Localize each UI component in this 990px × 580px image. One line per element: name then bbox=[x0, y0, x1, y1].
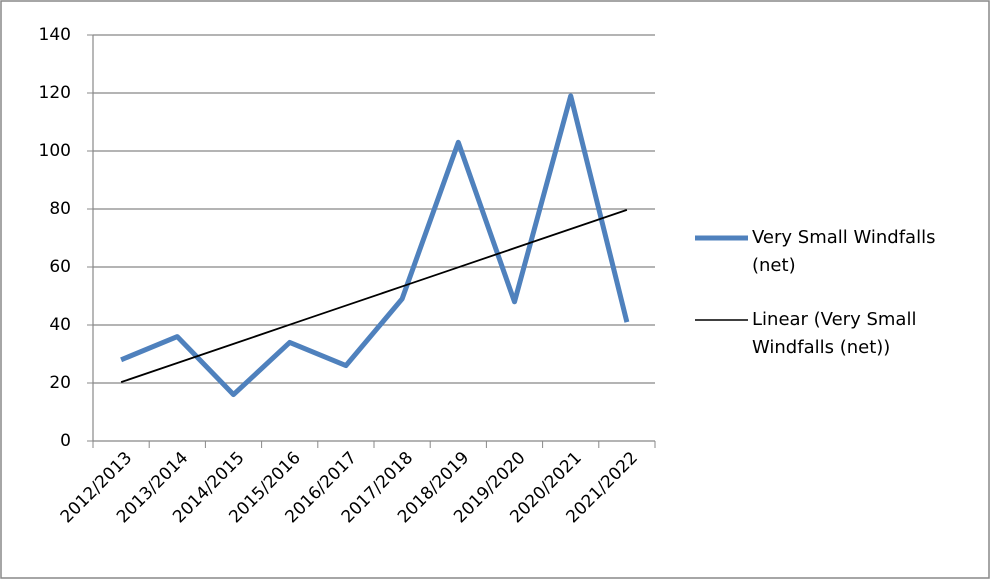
y-tick-label: 80 bbox=[49, 199, 71, 219]
y-tick-label: 60 bbox=[49, 257, 71, 277]
y-tick-label: 40 bbox=[49, 315, 71, 335]
y-tick-label: 100 bbox=[39, 141, 71, 161]
y-tick-label: 20 bbox=[49, 373, 71, 393]
y-tick-label: 140 bbox=[39, 25, 71, 45]
data-line bbox=[120, 93, 630, 398]
y-tick-label: 0 bbox=[60, 431, 71, 451]
legend-entry: Very Small Windfalls (net) bbox=[752, 227, 936, 276]
y-tick-label: 120 bbox=[39, 83, 71, 103]
legend-entry: Linear (Very Small Windfalls (net)) bbox=[752, 309, 917, 358]
trend-line bbox=[120, 209, 628, 383]
